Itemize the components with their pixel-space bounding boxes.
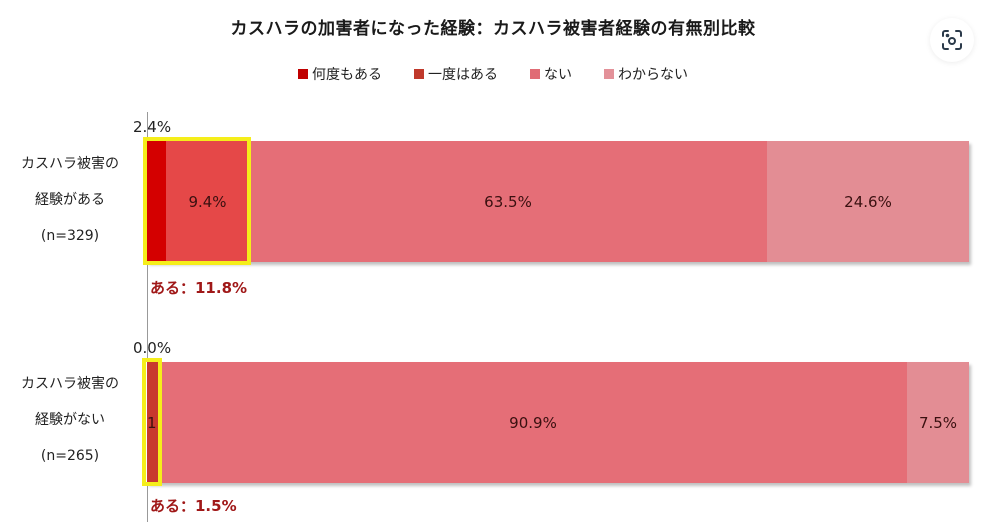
bar-segment-unknown: 7.5% [907,362,969,483]
bar-segment-many [147,141,166,262]
row-label-line: (n=265) [40,448,100,464]
legend-item: わからない [604,64,688,84]
total-label: ある：1.5% [150,497,237,515]
category-axis [147,112,148,522]
segment-value-label: 0.0% [133,339,172,357]
legend-item: 何度もある [298,64,382,84]
camera-scan-icon [942,30,962,50]
row-label-line: カスハラ被害の [21,376,119,392]
row-label-line: カスハラ被害の [21,156,119,172]
legend-label: 一度はある [428,67,498,83]
legend-item: ない [530,64,572,84]
total-label: ある：11.8% [150,279,248,297]
legend-label: 何度もある [312,67,382,83]
legend: 何度もある 一度はある ない わからない [0,64,986,84]
visual-search-button[interactable] [930,18,974,62]
stacked-bar: 9.4% 63.5% 24.6% [147,141,969,262]
bar-segment-none: 63.5% [249,141,767,262]
row-label-line: 経験がある [35,192,105,208]
highlight-box [142,358,162,486]
highlight-box [143,137,251,265]
row-label: カスハラ被害の 経験がある (n=329) [0,146,140,254]
legend-swatch [298,69,308,79]
legend-swatch [530,69,540,79]
segment-value: 7.5% [918,413,958,432]
segment-value: 63.5% [484,192,532,211]
legend-label: ない [544,67,572,83]
segment-value: 9.4% [188,192,227,211]
row-label: カスハラ被害の 経験がない (n=265) [0,366,140,474]
legend-swatch [414,69,424,79]
chart-title: カスハラの加害者になった経験：カスハラ被害者経験の有無別比較 [230,19,756,39]
legend-swatch [604,69,614,79]
segment-value: 24.6% [844,192,892,211]
legend-item: 一度はある [414,64,498,84]
row-label-line: 経験がない [35,412,105,428]
segment-value-label: 2.4% [133,118,172,136]
bar-segment-none: 90.9% [159,362,907,483]
segment-value: 90.9% [509,413,557,432]
legend-label: わからない [618,67,688,83]
stacked-bar: 1.5% 90.9% 7.5% [147,362,969,483]
bar-segment-once: 9.4% [166,141,249,262]
bar-segment-unknown: 24.6% [767,141,969,262]
row-label-line: (n=329) [40,228,100,244]
